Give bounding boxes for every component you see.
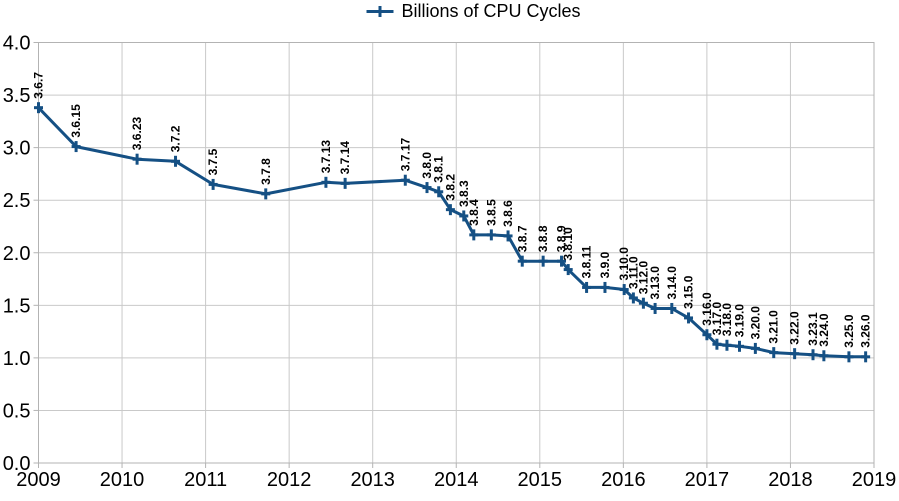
data-point-label: 3.26.0: [859, 314, 873, 348]
x-axis-tick-label: 2019: [852, 469, 897, 491]
data-point-label: 3.21.0: [767, 310, 781, 344]
x-axis-tick-label: 2009: [16, 469, 61, 491]
data-point-label: 3.20.0: [748, 306, 762, 340]
y-axis-tick-label: 3.0: [3, 138, 31, 160]
x-axis-tick-label: 2015: [518, 469, 563, 491]
data-point-label: 3.8.6: [501, 200, 515, 227]
data-point-label: 3.22.0: [788, 311, 802, 345]
data-point-label: 3.12.0: [636, 261, 650, 295]
data-point-label: 3.13.0: [648, 266, 662, 300]
y-axis-tick-label: 1.5: [3, 295, 31, 317]
data-point-label: 3.7.14: [338, 141, 352, 175]
data-point-label: 3.25.0: [842, 314, 856, 348]
data-point-label: 3.8.11: [580, 245, 594, 278]
data-point-label: 3.6.7: [32, 72, 46, 99]
y-axis-tick-label: 2.5: [3, 190, 31, 212]
x-axis-tick-label: 2017: [685, 469, 730, 491]
data-point-label: 3.23.1: [806, 312, 820, 346]
data-point-label: 3.19.0: [733, 304, 747, 338]
data-point-label: 3.8.2: [443, 174, 457, 201]
data-point-label: 3.7.8: [259, 158, 273, 185]
x-axis-tick-label: 2011: [184, 469, 227, 491]
data-point-label: 3.6.23: [130, 117, 144, 151]
data-point-label: 3.15.0: [682, 275, 696, 309]
y-axis-tick-label: 3.5: [3, 85, 31, 107]
x-axis-tick-label: 2014: [434, 469, 479, 491]
y-axis-tick-label: 0.5: [3, 400, 31, 422]
data-point-label: 3.24.0: [817, 313, 831, 347]
legend: Billions of CPU Cycles: [24, 1, 899, 22]
data-point-label: 3.14.0: [665, 266, 679, 300]
x-axis-tick-label: 2010: [100, 469, 145, 491]
y-axis-tick-label: 1.0: [3, 348, 31, 370]
data-point-label: 3.9.0: [598, 251, 612, 278]
data-point-label: 3.8.3: [457, 180, 471, 207]
data-point-label: 3.8.7: [515, 225, 529, 252]
y-axis-tick-label: 4.0: [3, 33, 31, 55]
legend-label: Billions of CPU Cycles: [401, 1, 581, 21]
data-point-label: 3.6.15: [69, 104, 83, 138]
x-axis-tick-label: 2018: [768, 469, 813, 491]
data-point-label: 3.8.9: [555, 225, 569, 252]
data-point-label: 3.8.8: [536, 225, 550, 252]
data-point-label: 3.8.4: [467, 199, 481, 226]
data-point-label: 3.7.17: [398, 138, 412, 172]
data-point-label: 3.8.10: [561, 227, 575, 261]
data-point-label: 3.11.0: [626, 256, 640, 289]
data-point-label: 3.7.13: [319, 140, 333, 174]
data-point-label: 3.18.0: [720, 303, 734, 337]
data-point-label: 3.10.0: [617, 247, 631, 281]
x-axis-tick-label: 2012: [267, 469, 312, 491]
data-point-label: 3.8.0: [420, 152, 434, 179]
y-axis-tick-label: 0.0: [3, 453, 31, 475]
data-point-label: 3.16.0: [700, 292, 714, 326]
data-point-label: 3.7.2: [169, 125, 183, 152]
y-axis-tick-label: 2.0: [3, 243, 31, 265]
data-point-label: 3.7.5: [206, 148, 220, 175]
x-axis-tick-label: 2013: [350, 469, 395, 491]
x-axis-tick-label: 2016: [601, 469, 646, 491]
data-point-label: 3.8.1: [432, 156, 446, 183]
data-point-label: 3.17.0: [710, 302, 724, 336]
series-line-icon: [366, 6, 394, 17]
data-point-label: 3.8.5: [484, 199, 498, 226]
